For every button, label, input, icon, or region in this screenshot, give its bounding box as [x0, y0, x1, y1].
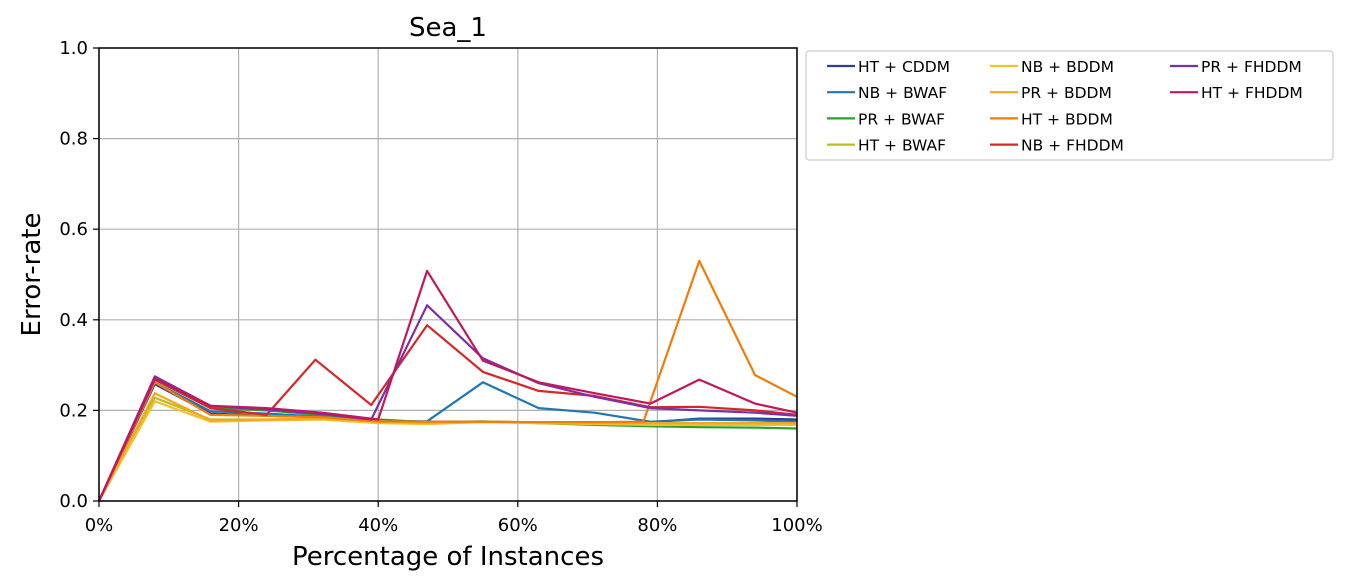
legend-label: NB + BDDM	[1021, 58, 1114, 76]
x-tick-label: 40%	[358, 515, 398, 536]
series-line-nb-bwaf	[98, 381, 798, 502]
axis-ticks: 0% 20% 40% 60% 80% 100% 0.0 0.2 0.4 0.6 0.8 1.0	[59, 38, 822, 536]
legend-item: HT + CDDM	[827, 58, 950, 76]
series-line-ht-bddm	[98, 259, 798, 502]
legend-box	[805, 50, 1334, 161]
legend-item: PR + BDDM	[990, 84, 1112, 102]
legend-label: HT + FHDDM	[1201, 84, 1303, 102]
grid	[98, 47, 798, 502]
legend-label: PR + FHDDM	[1201, 58, 1302, 76]
legend-item: NB + FHDDM	[990, 137, 1124, 155]
series-line-pr-bwaf	[98, 378, 798, 502]
x-axis-title: Percentage of Instances	[292, 542, 604, 572]
series-lines	[97, 259, 798, 502]
chart-title: Sea_1	[409, 13, 487, 43]
legend-item: PR + BWAF	[827, 110, 945, 128]
legend-item: NB + BDDM	[990, 58, 1114, 76]
series-line-ht-fhddm	[97, 269, 798, 502]
legend-item: HT + BWAF	[827, 137, 946, 155]
x-tick-label: 100%	[771, 515, 822, 536]
legend-item: HT + FHDDM	[1170, 84, 1303, 102]
legend-item: NB + BWAF	[827, 84, 947, 102]
legend-label: PR + BWAF	[858, 110, 945, 128]
series-line-ht-bwaf	[98, 396, 797, 502]
y-tick-label: 0.8	[59, 129, 88, 150]
x-tick-label: 80%	[637, 515, 677, 536]
y-tick-label: 0.6	[59, 219, 88, 240]
legend-label: HT + BDDM	[1021, 110, 1113, 128]
legend-label: PR + BDDM	[1021, 84, 1112, 102]
y-tick-label: 0.0	[59, 491, 88, 512]
x-tick-label: 60%	[498, 515, 538, 536]
legend: HT + CDDM NB + BWAF PR + BWAF HT + BWAF NB +…	[805, 50, 1334, 161]
plot-frame	[98, 47, 798, 502]
legend-label: HT + CDDM	[858, 58, 950, 76]
legend-item: PR + FHDDM	[1170, 58, 1302, 76]
y-tick-label: 0.2	[59, 400, 88, 421]
series-line-nb-fhddm	[98, 324, 798, 502]
legend-label: NB + BWAF	[858, 84, 947, 102]
y-tick-label: 1.0	[59, 38, 88, 59]
x-tick-label: 20%	[219, 515, 259, 536]
legend-label: NB + FHDDM	[1021, 137, 1124, 155]
legend-label: HT + BWAF	[858, 137, 946, 155]
x-tick-label: 0%	[85, 515, 114, 536]
legend-item: HT + BDDM	[990, 110, 1113, 128]
y-axis-title: Error-rate	[17, 213, 47, 337]
y-tick-label: 0.4	[59, 310, 88, 331]
